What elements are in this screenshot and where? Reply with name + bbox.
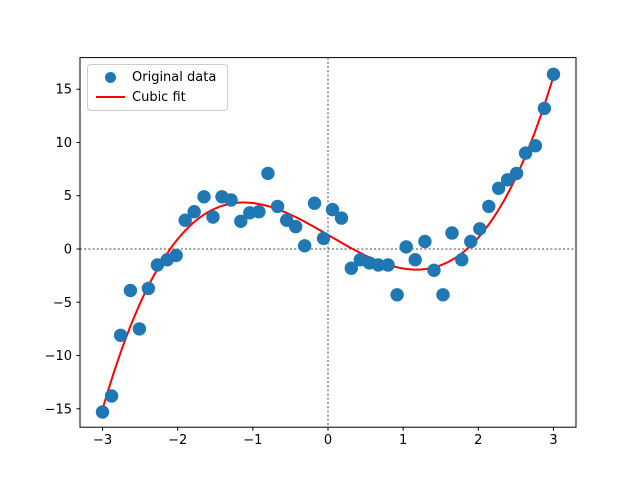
- scatter-point: [187, 205, 201, 219]
- scatter-point: [455, 253, 469, 267]
- scatter-point: [316, 231, 331, 246]
- scatter-point: [197, 190, 211, 204]
- scatter-point: [270, 199, 285, 214]
- x-tick-label: −2: [168, 433, 187, 448]
- x-axis: −3 −2 −1 0 1 2 3: [93, 427, 558, 448]
- scatter-point: [298, 239, 312, 253]
- scatter-point: [261, 166, 275, 181]
- scatter-point: [344, 261, 358, 275]
- scatter-point: [141, 281, 156, 296]
- scatter-marker-icon: [104, 72, 116, 84]
- fit-line-marker-icon: [95, 96, 125, 99]
- scatter-point: [473, 222, 487, 236]
- scatter-point: [528, 139, 543, 153]
- scatter-point: [491, 181, 506, 195]
- x-tick-label: 0: [324, 433, 332, 448]
- y-tick-label: −5: [53, 296, 72, 311]
- y-tick-label: 15: [55, 83, 72, 98]
- scatter-point: [390, 288, 404, 302]
- scatter-point: [169, 248, 183, 263]
- y-tick-label: 5: [64, 189, 72, 204]
- x-tick-label: 2: [474, 433, 482, 448]
- scatter-point: [537, 101, 552, 116]
- legend-swatch: [92, 72, 128, 84]
- scatter-point: [399, 240, 413, 254]
- scatter-point: [509, 166, 524, 181]
- y-axis: −15 −10 −5 0 5 10 15: [45, 83, 80, 417]
- y-tick-label: −15: [45, 402, 72, 417]
- scatter-point: [482, 199, 496, 214]
- scatter-point: [546, 67, 561, 82]
- scatter-point: [234, 214, 248, 228]
- x-tick-label: −1: [243, 433, 262, 448]
- scatter-point: [95, 405, 110, 419]
- x-tick-label: 1: [399, 433, 407, 448]
- scatter-point: [307, 196, 322, 210]
- scatter-point: [408, 253, 422, 267]
- legend-label-cubic-fit: Cubic fit: [132, 89, 186, 105]
- scatter-point: [445, 226, 459, 240]
- scatter-point: [381, 258, 395, 272]
- scatter-point: [224, 193, 238, 207]
- scatter-point: [289, 219, 303, 234]
- scatter-series-original-data: [95, 67, 561, 419]
- scatter-point: [132, 322, 147, 336]
- scatter-point: [104, 389, 119, 403]
- y-tick-label: 10: [55, 136, 72, 151]
- scatter-point: [123, 283, 138, 298]
- scatter-point: [436, 288, 450, 302]
- legend-item-original-data: Original data: [88, 68, 227, 88]
- scatter-point: [150, 258, 165, 272]
- legend-swatch: [92, 96, 128, 99]
- scatter-point: [252, 205, 266, 219]
- scatter-point: [518, 146, 533, 160]
- y-tick-label: 0: [64, 243, 72, 258]
- scatter-point: [113, 328, 128, 342]
- scatter-point: [325, 202, 340, 217]
- scatter-point: [371, 258, 386, 272]
- legend: Original data Cubic fit: [87, 64, 228, 111]
- y-tick-label: −10: [45, 349, 72, 364]
- scatter-point: [418, 234, 432, 249]
- scatter-point: [464, 234, 478, 249]
- x-tick-label: 3: [549, 433, 557, 448]
- scatter-point: [178, 213, 192, 227]
- x-tick-label: −3: [93, 433, 112, 448]
- scatter-point: [206, 210, 220, 224]
- scatter-point: [334, 211, 349, 225]
- legend-item-cubic-fit: Cubic fit: [88, 88, 227, 108]
- legend-label-original-data: Original data: [132, 70, 217, 86]
- scatter-point: [427, 263, 441, 277]
